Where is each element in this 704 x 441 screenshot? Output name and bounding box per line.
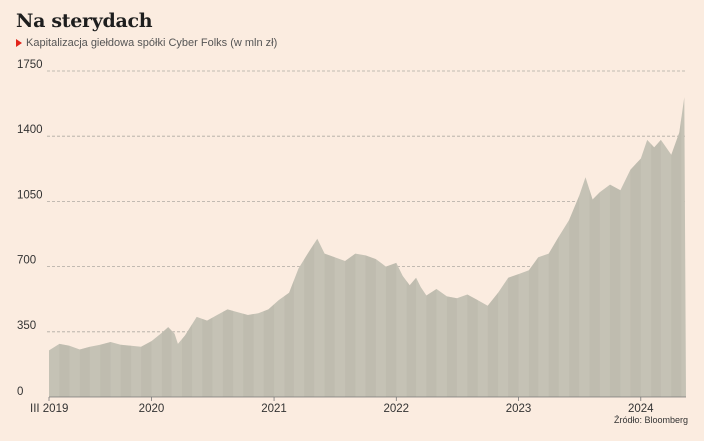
source-note: Źródło: Bloomberg (613, 415, 688, 425)
y-tick-label: 1400 (17, 124, 43, 136)
y-tick-label: 1750 (17, 59, 43, 71)
x-tick-label: 2020 (139, 403, 165, 415)
market-cap-area (49, 97, 686, 397)
y-tick-label: 1050 (17, 189, 43, 201)
chart-subtitle: Kapitalizacja giełdowa spółki Cyber Folk… (16, 37, 277, 49)
x-tick-label: III 2019 (30, 403, 68, 415)
y-tick-label: 700 (17, 255, 36, 267)
x-tick-label: 2024 (628, 403, 654, 415)
chart-title: Na sterydach (16, 10, 153, 32)
y-axis-ticks: 0 350 700 1050 1400 1750 (17, 59, 43, 398)
x-tick-label: 2021 (261, 403, 287, 415)
x-tick-label: 2023 (506, 403, 532, 415)
y-tick-label: 0 (17, 386, 23, 398)
x-axis-ticks: III 2019 2020 2021 2022 2023 2024 (30, 397, 654, 415)
y-tick-label: 350 (17, 320, 36, 332)
chart-area (49, 97, 686, 398)
x-tick-label: 2022 (384, 403, 410, 415)
red-triangle-icon (16, 39, 22, 47)
chart-subtitle-text: Kapitalizacja giełdowa spółki Cyber Folk… (26, 37, 278, 49)
